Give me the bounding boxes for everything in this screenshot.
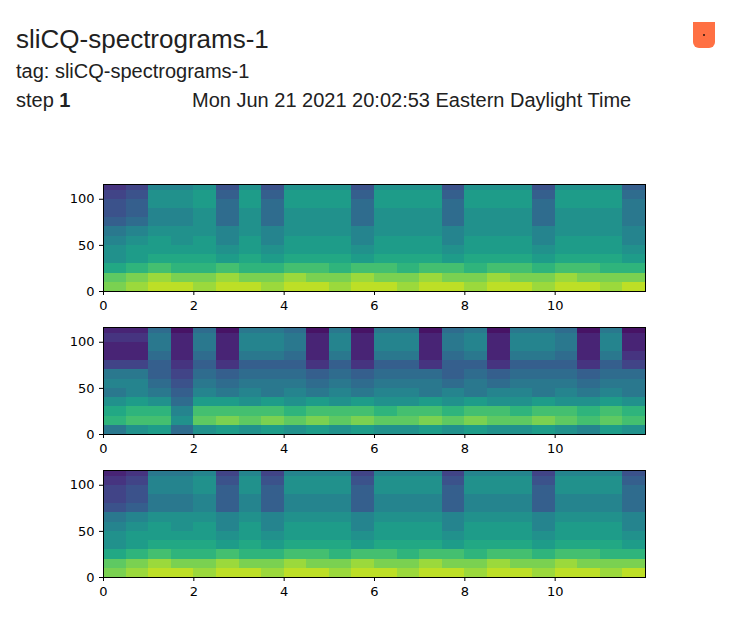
svg-text:0: 0 (99, 298, 107, 313)
svg-text:0: 0 (86, 570, 94, 585)
svg-text:0: 0 (86, 427, 94, 442)
svg-text:10: 10 (547, 441, 564, 456)
html-text:step 1: step 1 (16, 89, 71, 111)
html-text:sliCQ-spectrograms-1: sliCQ-spectrograms-1 (16, 24, 269, 54)
svg-text:4: 4 (280, 441, 288, 456)
svg-text:4: 4 (280, 298, 288, 313)
svg-text:2: 2 (190, 298, 198, 313)
svg-text:10: 10 (547, 584, 564, 599)
svg-text:50: 50 (78, 238, 95, 253)
svg-text:4: 4 (280, 584, 288, 599)
svg-text:50: 50 (78, 381, 95, 396)
html-text:tag: sliCQ-spectrograms-1: tag: sliCQ-spectrograms-1 (16, 60, 250, 82)
svg-text:100: 100 (70, 191, 95, 206)
svg-text:0: 0 (99, 584, 107, 599)
svg-text:100: 100 (70, 477, 95, 492)
svg-text:8: 8 (461, 441, 469, 456)
html-text:Mon Jun 21 2021 20:02:53 Easte: Mon Jun 21 2021 20:02:53 Eastern Dayligh… (192, 89, 632, 111)
svg-text:8: 8 (461, 298, 469, 313)
svg-text:0: 0 (86, 284, 94, 299)
svg-text:50: 50 (78, 524, 95, 539)
svg-text:6: 6 (370, 298, 378, 313)
svg-text:100: 100 (70, 334, 95, 349)
svg-text:6: 6 (370, 584, 378, 599)
svg-text:10: 10 (547, 298, 564, 313)
svg-text:6: 6 (370, 441, 378, 456)
svg-text:8: 8 (461, 584, 469, 599)
svg-text:0: 0 (99, 441, 107, 456)
svg-text:2: 2 (190, 584, 198, 599)
svg-text:2: 2 (190, 441, 198, 456)
